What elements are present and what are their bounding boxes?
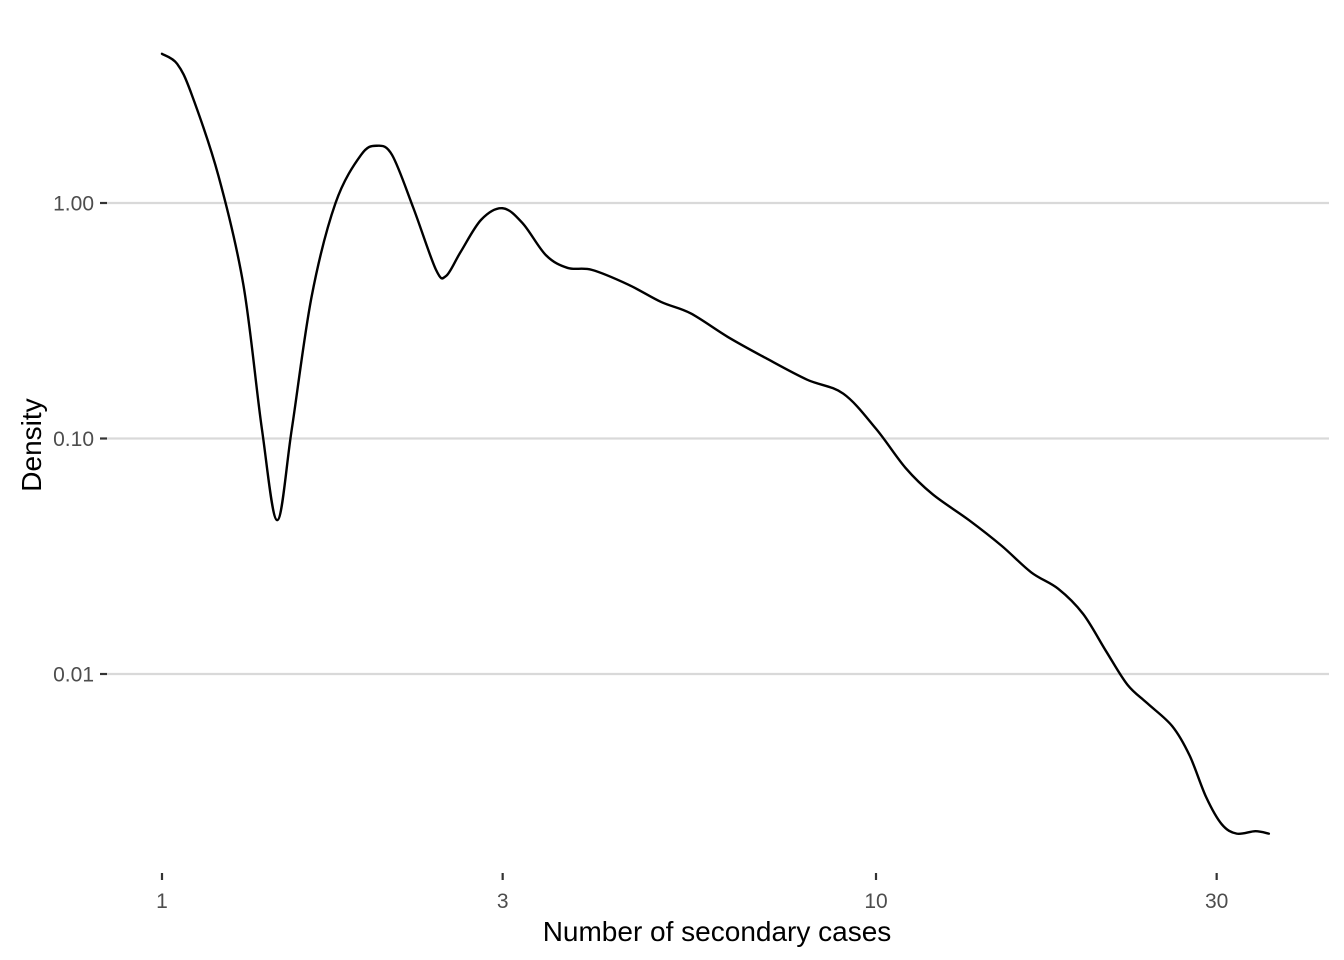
y-axis-title: Density (16, 398, 47, 491)
y-tick-label: 1.00 (53, 193, 94, 216)
x-axis-title: Number of secondary cases (543, 916, 892, 947)
x-tick-label: 3 (497, 890, 509, 913)
x-tick-label: 30 (1205, 890, 1228, 913)
y-tick-label: 0.01 (53, 664, 94, 687)
x-tick-label: 1 (156, 890, 168, 913)
x-tick-label: 10 (864, 890, 887, 913)
density-line (160, 52, 1271, 836)
x-axis: 1 3 10 30 (156, 873, 1228, 913)
gridlines (107, 201, 1329, 676)
series-layer (160, 52, 1271, 836)
y-axis: 1.00 0.10 0.01 (53, 193, 107, 687)
y-tick-label: 0.10 (53, 428, 94, 451)
